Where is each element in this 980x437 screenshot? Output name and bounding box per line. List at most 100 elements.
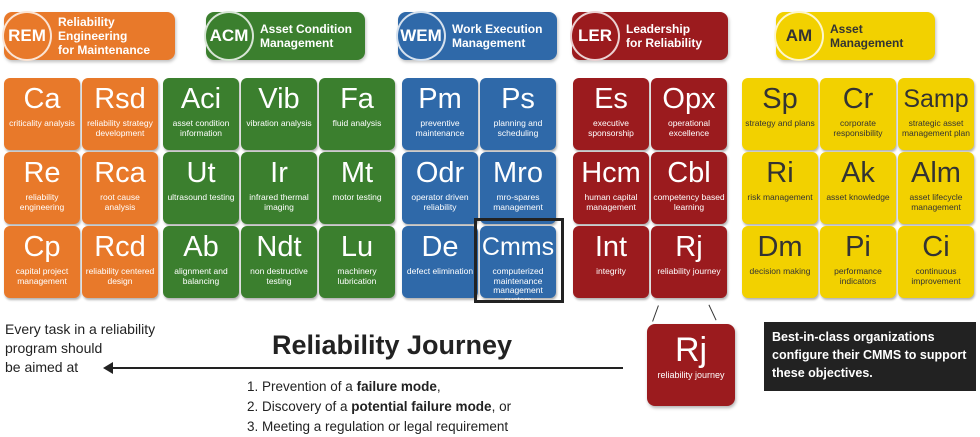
tile-fa: Fa fluid analysis bbox=[319, 78, 395, 150]
tile-dm: Dm decision making bbox=[742, 226, 818, 298]
list-item: 2. Discovery of a potential failure mode… bbox=[247, 399, 512, 414]
tile-name: root cause analysis bbox=[100, 192, 140, 212]
tile-samp: Samp strategic asset management plan bbox=[898, 78, 974, 150]
tile-symbol: De bbox=[421, 231, 459, 263]
tile-symbol: Cmms bbox=[481, 233, 555, 261]
tile-symbol: Int bbox=[594, 231, 628, 263]
group-header-ler: LER Leadership for Reliability bbox=[570, 11, 728, 61]
journey-title: Reliability Journey bbox=[272, 330, 513, 360]
tile-name: infrared thermal imaging bbox=[249, 192, 309, 212]
tile-name: ultrasound testing bbox=[167, 192, 235, 202]
group-abbr-badge: REM bbox=[2, 11, 52, 61]
group-title: Asset Condition Management bbox=[260, 22, 352, 50]
tile-name: operational excellence bbox=[667, 118, 711, 138]
tile-cmms: Cmms computerized maintenance management … bbox=[480, 226, 556, 304]
connector-line bbox=[652, 305, 659, 322]
tile-symbol: Fa bbox=[340, 83, 374, 115]
cmms-highlight-box bbox=[474, 218, 564, 303]
tile-vib: Vib vibration analysis bbox=[241, 78, 317, 150]
tile-symbol: Odr bbox=[415, 157, 465, 189]
tile-name: planning and scheduling bbox=[493, 118, 543, 138]
rj-symbol: Rj bbox=[674, 331, 708, 369]
tile-symbol: Ak bbox=[841, 157, 875, 189]
tile-name: mro-spares management bbox=[493, 192, 543, 212]
tile-lu: Lu machinery lubrication bbox=[319, 226, 395, 298]
group-title: Reliability Engineering for Maintenance bbox=[58, 15, 151, 57]
tile-name: human capital management bbox=[584, 192, 638, 212]
tile-ak: Ak asset knowledge bbox=[820, 152, 896, 224]
tile-symbol: Rsd bbox=[94, 83, 146, 115]
tile-symbol: Mro bbox=[493, 157, 543, 189]
group-abbr-badge: WEM bbox=[396, 11, 446, 61]
tile-name: risk management bbox=[747, 192, 813, 202]
tile-symbol: Sp bbox=[762, 83, 798, 115]
list-item: 3. Meeting a regulation or legal require… bbox=[247, 419, 509, 434]
tile-mro: Mro mro-spares management bbox=[480, 152, 556, 224]
tile-symbol: Ndt bbox=[256, 231, 302, 263]
tile-name: operator driven reliability bbox=[411, 192, 469, 212]
tile-name: asset knowledge bbox=[826, 192, 890, 202]
group-header-am: AM Asset Management bbox=[774, 11, 935, 61]
tile-symbol: Rca bbox=[94, 157, 146, 189]
rj-tile-enlarged: Rj reliability journey bbox=[647, 324, 735, 406]
tile-alm: Alm asset lifecycle management bbox=[898, 152, 974, 224]
tile-aci: Aci asset condition information bbox=[163, 78, 239, 150]
tile-hcm: Hcm human capital management bbox=[573, 152, 649, 224]
tile-name: reliability journey bbox=[657, 266, 721, 276]
tile-name: reliability centered design bbox=[85, 266, 155, 286]
tile-ab: Ab alignment and balancing bbox=[163, 226, 239, 298]
tile-name: asset lifecycle management bbox=[909, 192, 963, 212]
tile-symbol: Hcm bbox=[581, 157, 641, 189]
tile-ut: Ut ultrasound testing bbox=[163, 152, 239, 224]
tile-name: strategy and plans bbox=[745, 118, 815, 128]
tile-name: capital project management bbox=[15, 266, 69, 286]
tile-mt: Mt motor testing bbox=[319, 152, 395, 224]
group-tiles-am: Sp strategy and plans Cr corporate responsi… bbox=[742, 78, 974, 298]
tile-ps: Ps planning and scheduling bbox=[480, 78, 556, 150]
objectives-list: 1. Prevention of a failure mode, 2. Disco… bbox=[247, 377, 511, 437]
tile-name: integrity bbox=[596, 266, 626, 276]
tile-cr: Cr corporate responsibility bbox=[820, 78, 896, 150]
group-abbr-badge: AM bbox=[774, 11, 824, 61]
tile-symbol: Ab bbox=[183, 231, 219, 263]
tile-symbol: Samp bbox=[903, 85, 969, 113]
tile-name: strategic asset management plan bbox=[901, 118, 971, 138]
connector-line bbox=[708, 304, 717, 321]
tile-ri: Ri risk management bbox=[742, 152, 818, 224]
tile-name: continuous improvement bbox=[911, 266, 961, 286]
tile-ir: Ir infrared thermal imaging bbox=[241, 152, 317, 224]
tile-symbol: Es bbox=[594, 83, 628, 115]
tile-symbol: Ca bbox=[23, 83, 61, 115]
tile-symbol: Cp bbox=[23, 231, 61, 263]
tile-name: reliability engineering bbox=[19, 192, 65, 212]
tile-odr: Odr operator driven reliability bbox=[402, 152, 478, 224]
tile-symbol: Ir bbox=[270, 157, 288, 189]
tile-name: asset condition information bbox=[172, 118, 230, 138]
tile-name: preventive maintenance bbox=[415, 118, 465, 138]
tile-symbol: Dm bbox=[757, 231, 803, 263]
tile-name: competency based learning bbox=[653, 192, 725, 212]
tile-symbol: Rcd bbox=[94, 231, 146, 263]
tile-ca: Ca criticality analysis bbox=[4, 78, 80, 150]
tile-re: Re reliability engineering bbox=[4, 152, 80, 224]
tile-name: motor testing bbox=[332, 192, 382, 202]
group-abbr-badge: LER bbox=[570, 11, 620, 61]
tile-rcd: Rcd reliability centered design bbox=[82, 226, 158, 298]
tile-opx: Opx operational excellence bbox=[651, 78, 727, 150]
tile-ndt: Ndt non destructive testing bbox=[241, 226, 317, 298]
tile-cbl: Cbl competency based learning bbox=[651, 152, 727, 224]
group-title: Asset Management bbox=[830, 22, 904, 50]
tile-symbol: Pm bbox=[418, 83, 462, 115]
tile-name: defect elimination bbox=[406, 266, 474, 276]
group-tiles-wem: Pm preventive maintenance Ps planning and s… bbox=[402, 78, 556, 304]
tile-symbol: Aci bbox=[180, 83, 222, 115]
tile-symbol: Vib bbox=[258, 83, 300, 115]
tile-symbol: Rj bbox=[675, 231, 703, 263]
tile-symbol: Lu bbox=[340, 231, 374, 263]
tile-symbol: Ri bbox=[766, 157, 794, 189]
group-tiles-acm: Aci asset condition information Vib vibrati… bbox=[163, 78, 395, 298]
tile-name: criticality analysis bbox=[9, 118, 75, 128]
tile-name: reliability strategy development bbox=[87, 118, 153, 138]
group-title: Work Execution Management bbox=[452, 22, 543, 50]
tile-sp: Sp strategy and plans bbox=[742, 78, 818, 150]
